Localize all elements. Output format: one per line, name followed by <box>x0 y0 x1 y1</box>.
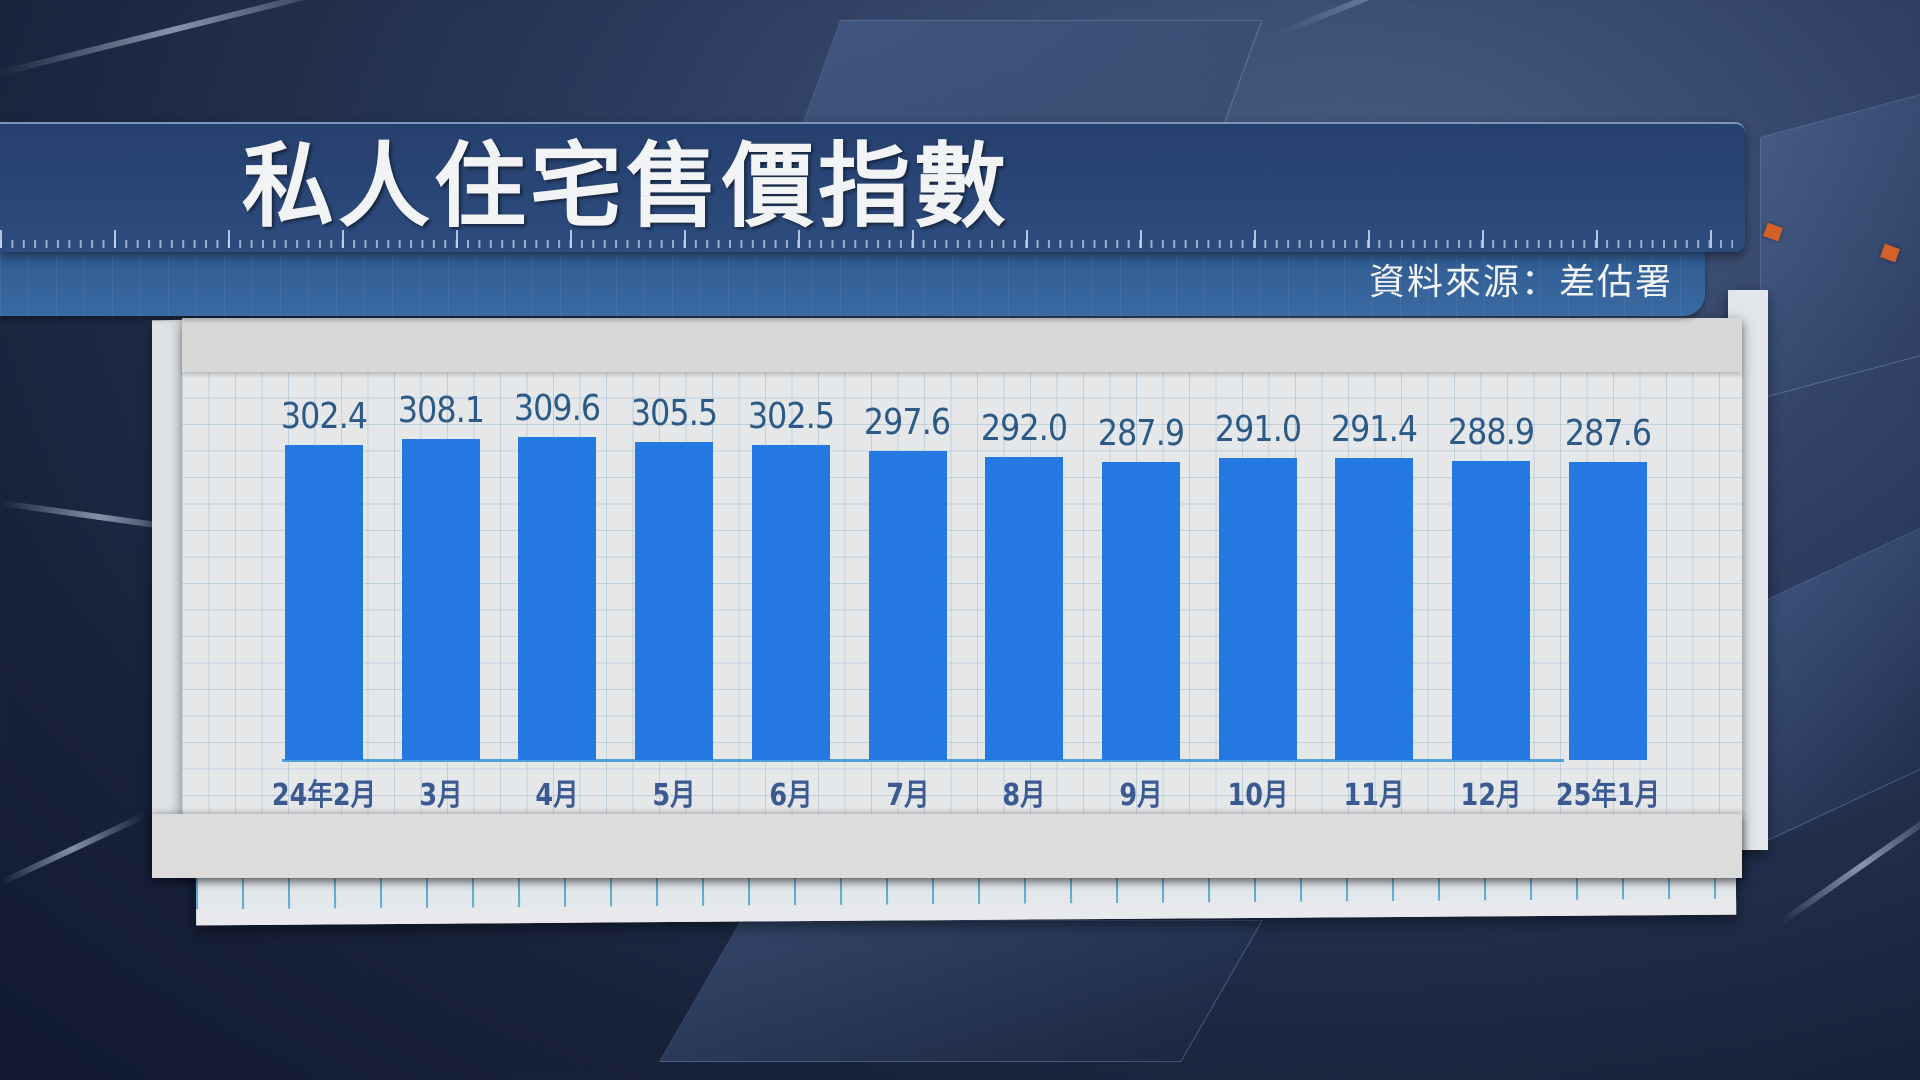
x-axis-baseline <box>282 759 1564 762</box>
bar <box>1101 461 1180 760</box>
bar-value-label: 291.0 <box>1214 409 1301 451</box>
x-axis-label: 10月 <box>1227 778 1289 813</box>
bar <box>1218 458 1297 760</box>
page-title: 私人住宅售價指數 <box>242 133 1011 240</box>
background-light-streak <box>1278 0 1634 36</box>
ruler-ticks-decoration <box>0 230 1733 248</box>
bar-group: 308.1 <box>398 390 485 760</box>
bar <box>1568 462 1647 760</box>
bar-group: 287.9 <box>1098 413 1185 760</box>
bar <box>635 441 714 760</box>
bar-value-label: 297.6 <box>864 401 951 443</box>
x-axis-label: 8月 <box>1002 778 1046 813</box>
source-label: 資料來源：差估署 <box>1368 262 1673 303</box>
bar-value-label: 305.5 <box>630 392 718 434</box>
bar-value-label: 287.6 <box>1564 413 1652 454</box>
background-light-streak <box>0 812 147 886</box>
bar <box>1452 460 1530 760</box>
bar-value-label: 291.4 <box>1331 408 1418 450</box>
bar <box>1335 457 1414 760</box>
x-axis-label: 11月 <box>1343 778 1405 813</box>
bar-value-label: 288.9 <box>1447 411 1535 453</box>
bar-group: 297.6 <box>864 402 952 760</box>
bar-group: 287.6 <box>1565 413 1652 760</box>
x-axis-label: 5月 <box>652 778 696 813</box>
background-panel <box>1760 82 1920 400</box>
bar-group: 288.9 <box>1448 412 1535 760</box>
bar-value-label: 302.4 <box>280 396 368 438</box>
bar-chart: 302.4 24年2月 308.1 3月 309.6 4月 305.5 5月 302.5 6月 29… <box>182 318 1742 874</box>
bar-group: 291.0 <box>1214 409 1302 760</box>
source-bar: 資料來源：差估署 <box>0 250 1705 316</box>
bar-value-label: 309.6 <box>514 388 601 430</box>
x-axis-label: 12月 <box>1460 778 1522 813</box>
paper-footer-strip <box>152 814 1742 878</box>
bar <box>985 457 1064 760</box>
bar <box>518 437 597 760</box>
bar-group: 291.4 <box>1331 409 1418 760</box>
bar-value-label: 292.0 <box>981 408 1068 450</box>
bar <box>401 438 480 760</box>
bar-group: 292.0 <box>981 408 1068 760</box>
bar-group: 302.5 <box>748 396 835 760</box>
bar <box>285 445 363 760</box>
x-axis-label: 9月 <box>1119 778 1163 813</box>
bar <box>751 445 830 760</box>
paper-header-strip <box>182 318 1742 372</box>
background-panel <box>1760 517 1920 845</box>
title-bar: 私人住宅售價指數 <box>0 122 1745 252</box>
x-axis-label: 7月 <box>885 778 930 813</box>
bar-group: 302.4 <box>281 396 368 760</box>
bar-group: 309.6 <box>514 388 601 760</box>
background-panel <box>799 20 1263 132</box>
bar-group: 305.5 <box>631 393 718 760</box>
x-axis-label: 25年1月 <box>1555 778 1660 813</box>
background-light-streak <box>0 0 351 76</box>
bar <box>868 450 947 760</box>
bar-value-label: 308.1 <box>397 389 485 431</box>
bar-value-label: 287.9 <box>1097 412 1185 454</box>
x-axis-label: 3月 <box>419 778 463 813</box>
x-axis-label: 4月 <box>535 778 580 813</box>
bar-value-label: 302.5 <box>747 396 835 438</box>
x-axis-label: 6月 <box>769 778 813 813</box>
x-axis-label: 24年2月 <box>271 778 377 813</box>
background-panel <box>659 920 1263 1062</box>
